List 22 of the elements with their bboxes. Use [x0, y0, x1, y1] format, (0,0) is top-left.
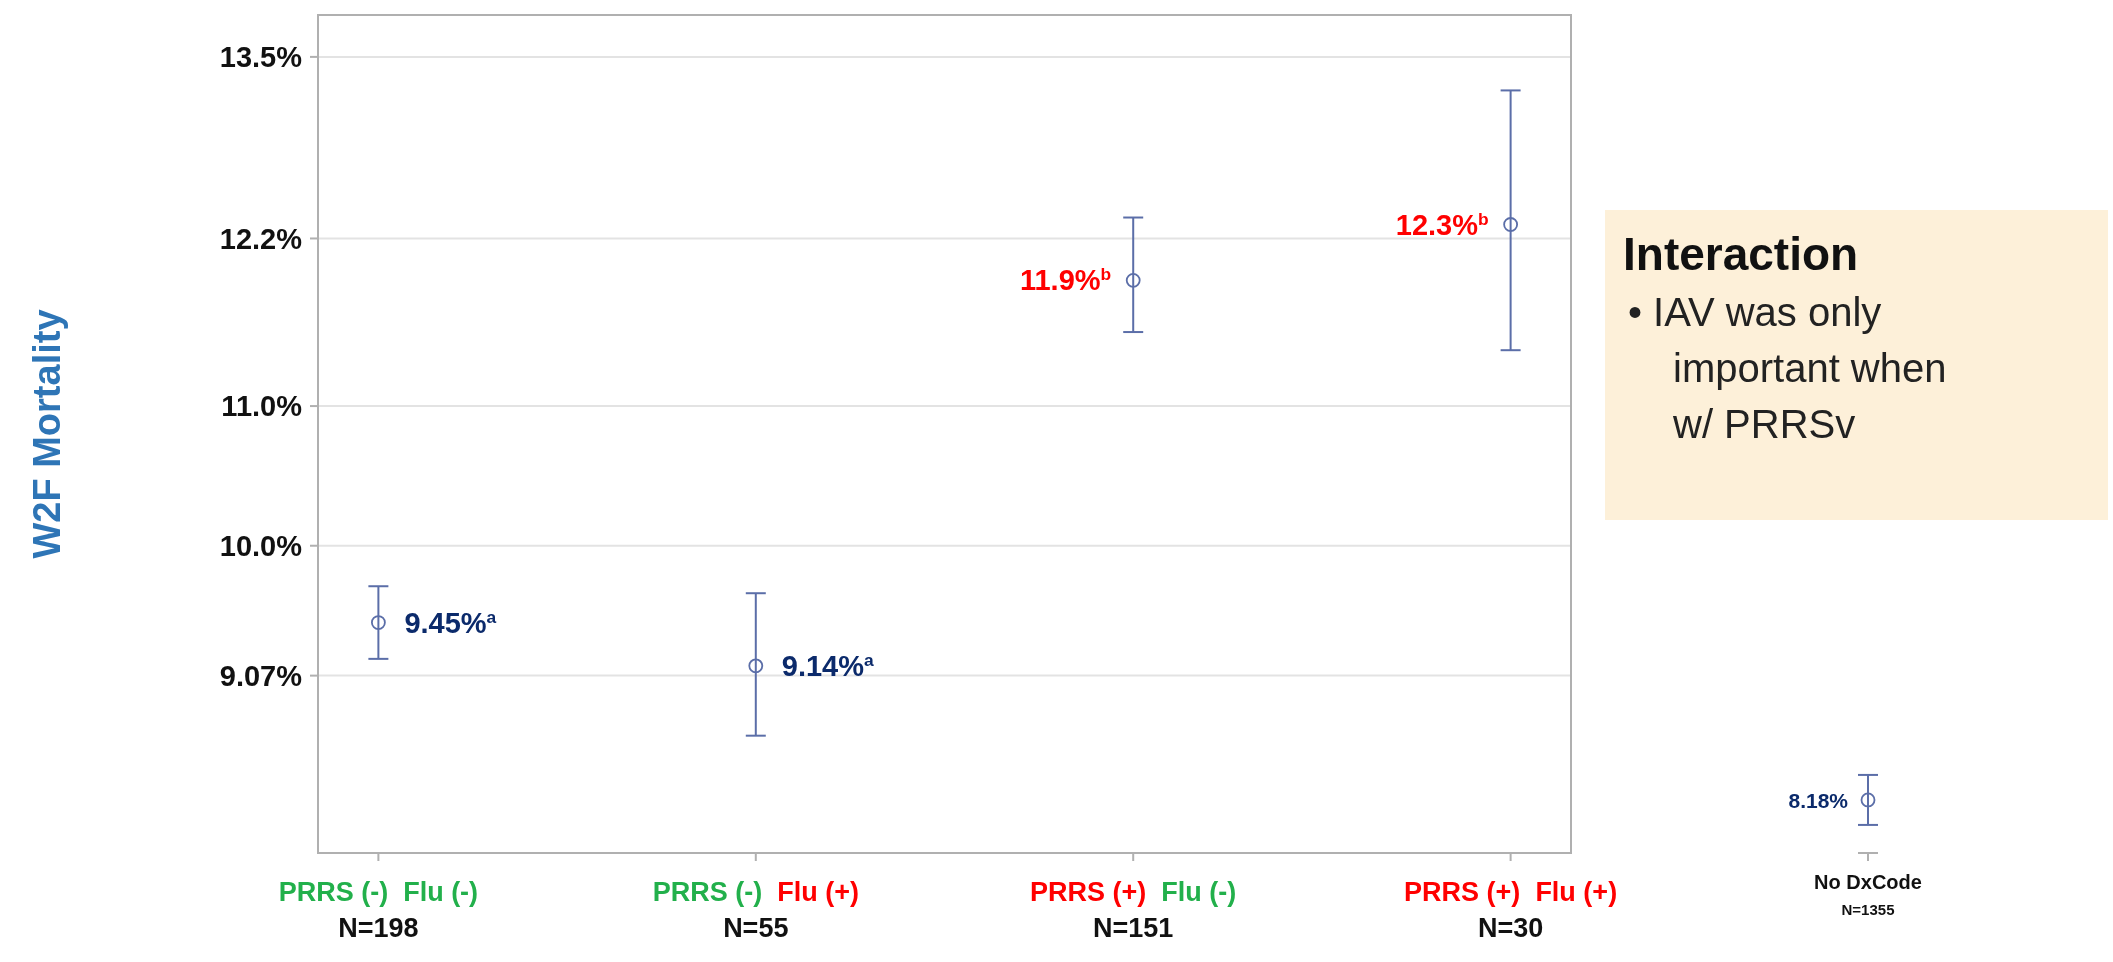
y-tick-label: 9.07%: [219, 659, 303, 692]
y-tick-label: 10.0%: [219, 529, 303, 562]
x-tick-label: PRRS (-) Flu (-) N=198: [278, 877, 479, 943]
y-tick-label: 13.5%: [219, 41, 303, 74]
x-tick-label: PRRS (+) Flu (+) N=30: [1404, 877, 1618, 943]
point: [1125, 272, 1141, 288]
data-label: 12.3%$^{b}$: [1395, 208, 1489, 241]
y-axis-title: W2F Mortality: [26, 309, 68, 559]
text: Interaction: [1623, 228, 1859, 280]
data-label: 9.14%$^{a}$: [781, 649, 875, 682]
y-tick-label: 11.0%: [221, 390, 303, 423]
point: [1503, 217, 1519, 232]
data-label: 9.45%$^{a}$: [404, 606, 497, 639]
text: • IAV was only important when w/ PRRSv: [1628, 290, 1947, 446]
x-tick-label: PRRS (-) Flu (+) N=55: [652, 877, 859, 943]
category-label: No DxCode N=1355: [1814, 871, 1922, 918]
point: [748, 658, 764, 674]
point: [370, 615, 386, 630]
data-label: 11.9%$^{b}$: [1019, 264, 1112, 297]
x-tick-label: PRRS (+) Flu (-) N=151: [1030, 877, 1237, 943]
y-tick-label: 12.2%: [219, 222, 303, 255]
data-label: 8.18%: [1788, 788, 1849, 812]
